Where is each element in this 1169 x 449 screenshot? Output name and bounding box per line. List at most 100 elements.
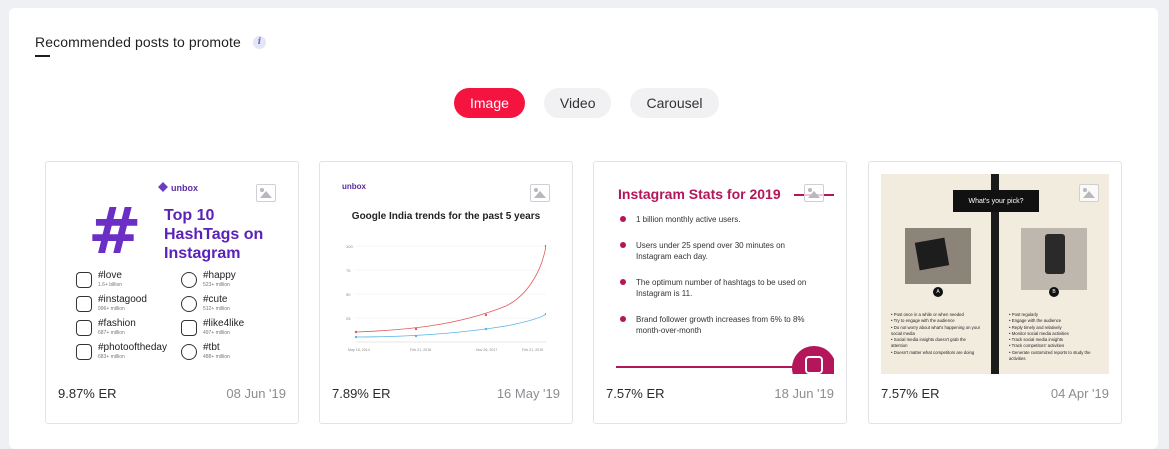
list-item: Do not worry about what's happening on y… <box>891 325 983 338</box>
post-date: 16 May '19 <box>496 386 560 401</box>
x-tick: Feb 21, 2019 <box>522 348 543 352</box>
clock-icon <box>181 344 197 360</box>
thumbnail-title: Google India trends for the past 5 years <box>351 211 541 222</box>
card-footer: 7.57% ER 18 Jun '19 <box>606 386 834 401</box>
y-tick: 75 <box>346 268 351 273</box>
thumbnail-title: Top 10 HashTags on Instagram <box>164 207 264 262</box>
x-tick: Nov 26, 2017 <box>476 348 497 352</box>
y-tick: 100 <box>346 244 353 249</box>
x-tick: May 18, 2014 <box>348 348 370 352</box>
section-title: Recommended posts to promote <box>35 34 241 50</box>
thumbnail-title: Instagram Stats for 2019 <box>618 186 781 202</box>
hashtag-count: 488+ million <box>203 354 230 360</box>
option-b-badge: B <box>1049 287 1059 297</box>
hashtag-item: #happy 523+ million <box>181 270 276 289</box>
option-a-badge: A <box>933 287 943 297</box>
post-card-4[interactable]: What's your pick? A B Post once in a whi… <box>868 161 1122 424</box>
hashtag-name: #photooftheday <box>98 342 167 353</box>
hashtag-name: #love <box>98 270 122 281</box>
series-line-red <box>355 245 546 333</box>
list-item: Monitor social media activities <box>1009 331 1101 337</box>
hashtag-count: 497+ million <box>203 330 230 336</box>
engagement-rate: 9.87% ER <box>58 386 117 401</box>
stat-item: 1 billion monthly active users. <box>620 214 820 225</box>
hashtag-name: #tbt <box>203 342 220 353</box>
post-thumbnail[interactable]: unbox Google India trends for the past 5… <box>332 174 560 374</box>
list-item: Engage with the audience <box>1009 318 1101 324</box>
post-card-2[interactable]: unbox Google India trends for the past 5… <box>319 161 573 424</box>
option-b-list: Post regularly Engage with the audience … <box>1009 312 1101 362</box>
post-card-1[interactable]: unbox # Top 10 HashTags on Instagram #lo… <box>45 161 299 424</box>
hashtag-item: #instagood 996+ million <box>76 294 171 313</box>
info-icon[interactable]: i <box>252 35 266 49</box>
shirt-icon <box>76 320 92 336</box>
post-date: 08 Jun '19 <box>226 386 286 401</box>
series-line-blue <box>355 313 546 338</box>
tab-image[interactable]: Image <box>454 88 525 118</box>
tab-video[interactable]: Video <box>543 88 612 118</box>
post-date: 04 Apr '19 <box>1050 386 1109 401</box>
bottom-accent-line <box>616 366 796 368</box>
cloud-icon <box>76 272 92 288</box>
hashtag-item: #love 1.6+ billion <box>76 270 171 289</box>
hashtag-count: 512+ million <box>203 306 230 312</box>
checkbox-icon <box>76 296 92 312</box>
photo-phone <box>1021 228 1087 290</box>
instagram-icon <box>792 346 834 374</box>
hashtag-item: #like4like 497+ million <box>181 318 276 337</box>
photo-laptop <box>905 228 971 284</box>
engagement-rate: 7.57% ER <box>606 386 665 401</box>
hashtag-graphic: # <box>88 195 142 269</box>
brand-logo: unbox <box>158 182 198 193</box>
divider <box>991 174 999 374</box>
hashtag-item: #tbt 488+ million <box>181 342 276 361</box>
list-item: Generate customized reports to study the… <box>1009 350 1101 363</box>
card-footer: 7.57% ER 04 Apr '19 <box>881 386 1109 401</box>
post-thumbnail[interactable]: Instagram Stats for 2019 1 billion month… <box>606 174 834 374</box>
post-card-3[interactable]: Instagram Stats for 2019 1 billion month… <box>593 161 847 424</box>
section-header: Recommended posts to promote i <box>35 34 266 50</box>
hashtag-count: 687+ million <box>98 330 125 336</box>
stat-item: Users under 25 spend over 30 minutes on … <box>620 240 820 262</box>
engagement-rate: 7.89% ER <box>332 386 391 401</box>
hashtag-name: #cute <box>203 294 228 305</box>
list-item: Doesn't matter what competitors are doin… <box>891 350 983 356</box>
option-a-list: Post once in a while or when needed Try … <box>891 312 983 356</box>
thumbnail-title: What's your pick? <box>953 190 1039 212</box>
list-item: Post regularly <box>1009 312 1101 318</box>
list-item: Reply timely and relatively <box>1009 325 1101 331</box>
image-type-icon <box>256 184 276 202</box>
tab-carousel[interactable]: Carousel <box>630 88 719 118</box>
hashtag-item: #cute 512+ million <box>181 294 276 313</box>
hashtag-name: #like4like <box>203 318 245 329</box>
hashtag-name: #happy <box>203 270 236 281</box>
list-item: Social media insights doesn't grab the a… <box>891 337 983 350</box>
image-type-icon <box>804 184 824 202</box>
photo-icon <box>76 344 92 360</box>
image-type-icon <box>1079 184 1099 202</box>
stats-list: 1 billion monthly active users. Users un… <box>620 214 820 351</box>
post-type-tabs: Image Video Carousel <box>454 88 719 118</box>
list-item: Try to engage with the audience <box>891 318 983 324</box>
trend-line-chart: 100 75 50 25 May 18, 2014 Feb 21, 2016 N… <box>346 244 546 352</box>
image-type-icon <box>530 184 550 202</box>
hashtag-name: #fashion <box>98 318 136 329</box>
thumbs-up-icon <box>181 320 197 336</box>
hashtag-item: #fashion 687+ million <box>76 318 171 337</box>
hashtag-name: #instagood <box>98 294 147 305</box>
brand-logo: unbox <box>342 182 366 191</box>
list-item: Track social media insights <box>1009 337 1101 343</box>
x-tick: Feb 21, 2016 <box>410 348 431 352</box>
y-tick: 25 <box>346 316 351 321</box>
smiley-icon <box>181 272 197 288</box>
title-underline <box>35 55 50 57</box>
face-icon <box>181 296 197 312</box>
post-thumbnail[interactable]: unbox # Top 10 HashTags on Instagram #lo… <box>58 174 286 374</box>
hashtag-count: 683+ million <box>98 354 125 360</box>
y-tick: 50 <box>346 292 351 297</box>
hashtag-list: #love 1.6+ billion #happy 523+ million #in… <box>76 270 276 361</box>
card-footer: 9.87% ER 08 Jun '19 <box>58 386 286 401</box>
stat-item: The optimum number of hashtags to be use… <box>620 277 820 299</box>
engagement-rate: 7.57% ER <box>881 386 940 401</box>
post-thumbnail[interactable]: What's your pick? A B Post once in a whi… <box>881 174 1109 374</box>
